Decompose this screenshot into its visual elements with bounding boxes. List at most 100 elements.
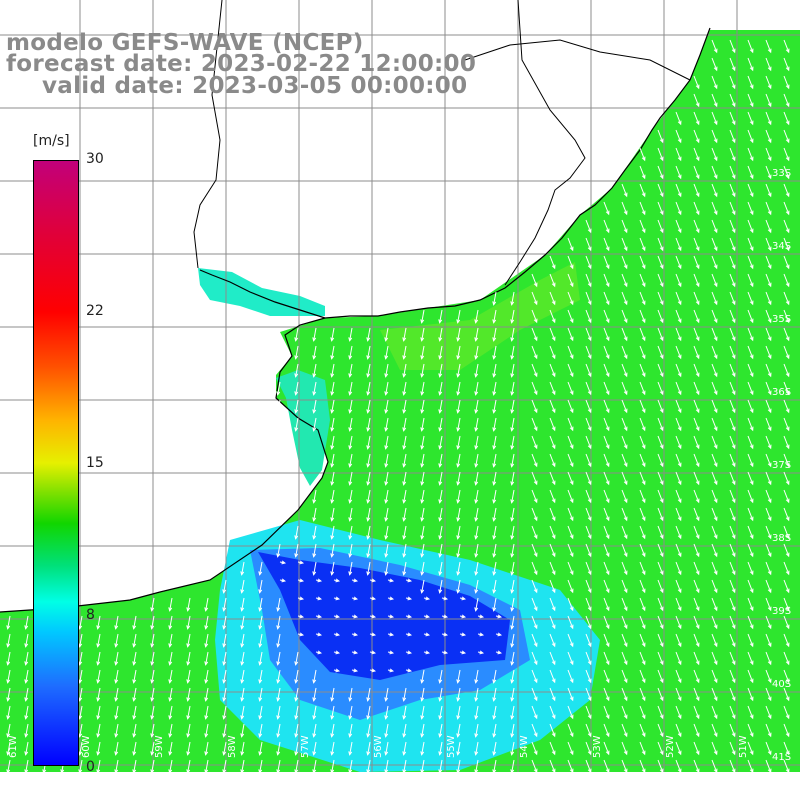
wind-arrow: [294, 741, 299, 756]
wind-arrow: [675, 705, 682, 720]
wind-arrow: [765, 705, 772, 720]
wind-arrow: [693, 435, 700, 450]
wind-arrow: [711, 273, 718, 288]
wind-arrow: [783, 219, 790, 234]
wind-arrow: [132, 705, 137, 720]
wind-arrow: [639, 183, 646, 198]
wind-arrow: [729, 417, 736, 432]
wind-arrow: [585, 705, 592, 720]
wind-arrow: [693, 669, 700, 684]
wind-arrow: [114, 705, 119, 720]
wind-arrow: [492, 759, 497, 774]
wind-arrow: [747, 165, 754, 180]
wind-arrow: [657, 651, 664, 666]
wind-arrow: [729, 201, 736, 216]
wind-arrow: [387, 614, 395, 619]
wind-arrow: [384, 705, 389, 720]
wind-arrow: [567, 273, 574, 288]
wind-arrow: [132, 615, 137, 630]
wind-arrow: [783, 147, 790, 162]
wind-arrow: [369, 650, 377, 655]
wind-arrow: [114, 723, 119, 738]
wind-arrow: [783, 93, 790, 108]
wind-arrow: [729, 273, 736, 288]
wind-arrow: [150, 705, 155, 720]
wind-arrow: [621, 471, 628, 486]
wind-arrow: [366, 525, 371, 540]
wind-arrow: [603, 327, 610, 342]
wind-arrow: [297, 596, 305, 601]
wind-arrow: [423, 596, 431, 601]
wind-arrow: [621, 327, 628, 342]
wind-arrow: [492, 363, 497, 378]
wind-arrow: [603, 273, 610, 288]
wind-arrow: [279, 560, 287, 565]
wind-arrow: [675, 309, 682, 324]
wind-arrow: [204, 597, 209, 612]
wind-arrow: [693, 471, 700, 486]
wind-arrow: [492, 507, 497, 522]
wind-arrow: [474, 705, 479, 720]
wind-arrow: [693, 309, 700, 324]
wind-arrow: [330, 417, 335, 432]
wind-arrow: [492, 291, 497, 306]
wind-arrow: [438, 453, 443, 468]
wind-arrow: [603, 489, 610, 504]
wind-arrow: [297, 632, 305, 637]
wind-arrow: [693, 291, 700, 306]
wind-arrow: [729, 759, 736, 774]
wind-arrow: [384, 687, 389, 702]
wind-arrow: [495, 650, 503, 655]
wind-arrow: [510, 633, 515, 648]
wind-arrow: [621, 453, 628, 468]
wind-arrow: [639, 165, 646, 180]
wind-arrow: [747, 291, 754, 306]
longitude-labels: 61W 60W 59W 58W 57W 56W 55W 54W 53W 52W 51W: [8, 735, 749, 758]
wind-arrow: [348, 327, 353, 342]
title-model: modelo GEFS-WAVE (NCEP): [6, 30, 364, 56]
wind-arrow: [276, 543, 281, 558]
wind-arrow: [330, 543, 335, 558]
wind-arrow: [330, 381, 335, 396]
wind-arrow: [351, 650, 359, 655]
wind-arrow: [765, 741, 772, 756]
wind-arrow: [438, 507, 443, 522]
wind-arrow: [492, 597, 497, 612]
wind-arrow: [675, 255, 682, 270]
wind-arrow: [315, 578, 323, 583]
wind-arrow: [510, 705, 515, 720]
wind-arrow: [603, 309, 610, 324]
wind-arrow: [783, 273, 790, 288]
wind-arrow: [603, 669, 610, 684]
wind-arrow: [729, 57, 736, 72]
wind-arrow: [657, 291, 664, 306]
wind-arrow: [348, 723, 353, 738]
wind-arrow: [369, 596, 377, 601]
wind-arrow: [258, 561, 263, 576]
wind-arrow: [765, 417, 772, 432]
wind-arrow: [96, 759, 101, 774]
wind-arrow: [639, 561, 646, 576]
wind-arrow: [258, 687, 263, 702]
wind-arrow: [783, 291, 790, 306]
wind-arrow: [585, 723, 592, 738]
wind-arrow: [78, 669, 83, 684]
wind-arrow: [729, 345, 736, 360]
wind-arrow: [783, 417, 790, 432]
wind-arrow: [711, 489, 718, 504]
wind-arrow: [186, 615, 191, 630]
wind-arrow: [765, 687, 772, 702]
wind-arrow: [729, 453, 736, 468]
wind-arrow: [621, 435, 628, 450]
wind-arrow: [657, 255, 664, 270]
wind-arrow: [294, 543, 299, 558]
wind-arrow: [168, 615, 173, 630]
wind-arrow: [747, 579, 754, 594]
wind-arrow: [474, 597, 479, 612]
wind-arrow: [456, 327, 461, 342]
wind-arrow: [348, 381, 353, 396]
wind-arrow: [312, 381, 317, 396]
wind-arrow: [693, 399, 700, 414]
wind-arrow: [639, 273, 646, 288]
wind-arrow: [459, 596, 467, 601]
